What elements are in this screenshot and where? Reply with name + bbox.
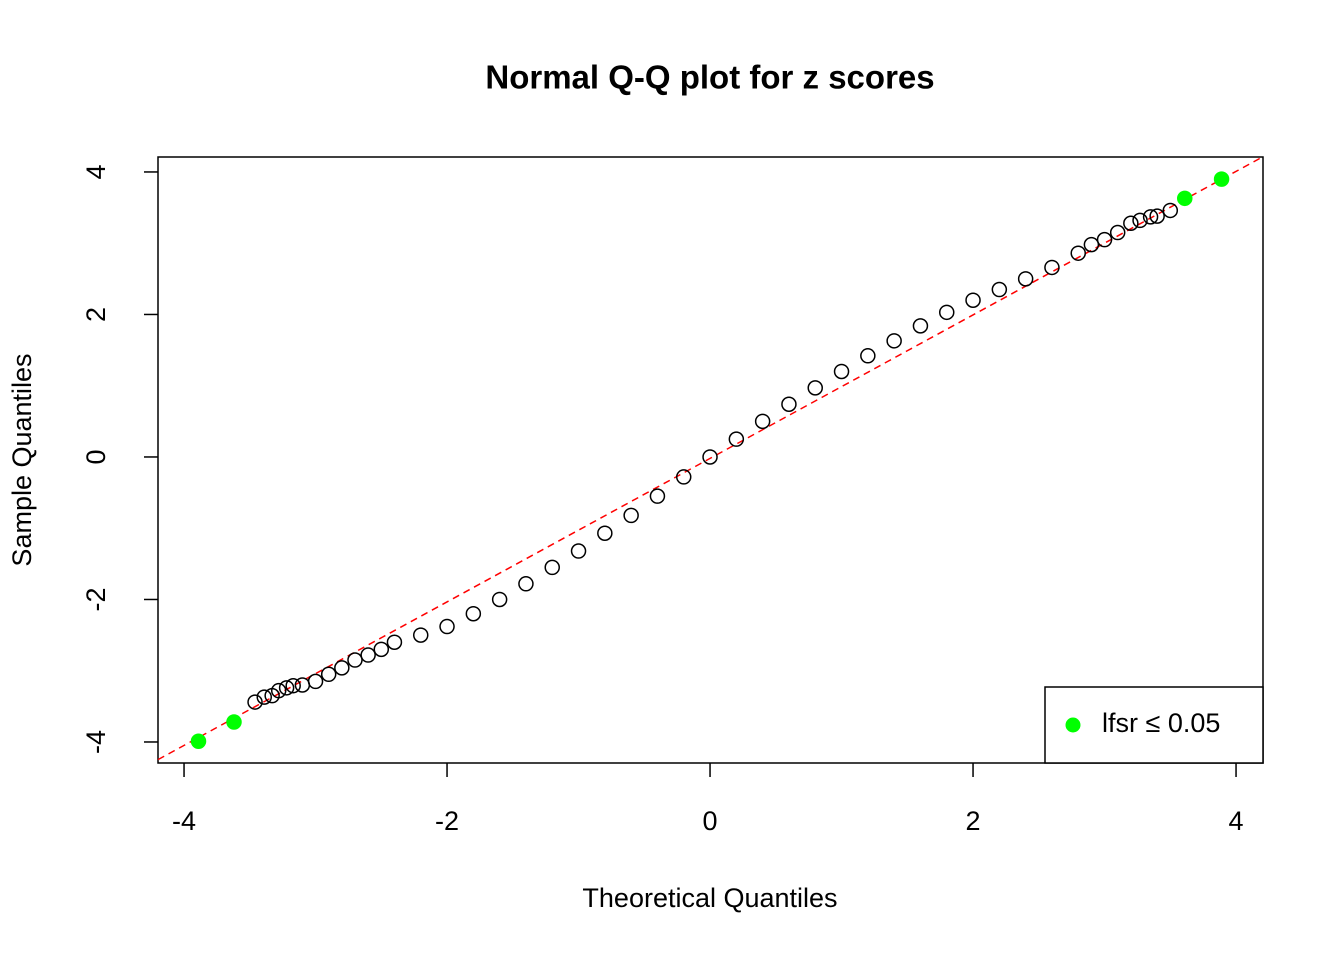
data-point xyxy=(360,647,376,663)
data-point xyxy=(807,380,823,396)
y-tick-label: -2 xyxy=(81,587,111,611)
data-point xyxy=(307,673,324,690)
reference-line xyxy=(157,156,1264,761)
data-point xyxy=(190,733,207,750)
y-axis-label: Sample Quantiles xyxy=(7,353,37,566)
data-point xyxy=(294,677,311,693)
data-point xyxy=(1142,209,1159,225)
data-point xyxy=(1070,245,1086,261)
y-tick-label: 2 xyxy=(81,307,111,322)
data-point xyxy=(570,543,587,559)
legend-symbol xyxy=(1065,717,1081,733)
data-point xyxy=(1123,215,1139,232)
data-point xyxy=(270,682,287,699)
y-tick-label: 0 xyxy=(81,449,111,464)
x-tick-label: 2 xyxy=(966,806,981,836)
data-point xyxy=(965,292,981,308)
data-point xyxy=(491,591,508,608)
data-point xyxy=(1132,212,1148,229)
x-tick-label: 0 xyxy=(703,806,718,836)
data-point xyxy=(226,714,242,730)
data-point xyxy=(439,618,455,635)
data-point xyxy=(285,677,301,694)
x-tick-label: -2 xyxy=(435,806,459,836)
data-point xyxy=(373,641,390,658)
x-axis-label: Theoretical Quantiles xyxy=(582,883,837,913)
y-tick-label: 4 xyxy=(81,164,111,179)
data-point xyxy=(465,605,482,622)
data-point xyxy=(912,318,929,334)
data-point xyxy=(518,576,534,592)
data-point xyxy=(347,652,363,668)
data-point xyxy=(247,694,263,710)
data-point xyxy=(938,304,955,321)
x-tick-label: 4 xyxy=(1229,806,1244,836)
data-point xyxy=(833,363,850,380)
data-point xyxy=(623,507,639,524)
data-point xyxy=(1096,231,1113,248)
legend-label: lfsr ≤ 0.05 xyxy=(1102,708,1220,738)
data-point xyxy=(1162,202,1179,219)
data-point xyxy=(386,634,403,650)
data-point xyxy=(886,333,902,349)
data-point xyxy=(702,449,718,465)
data-point xyxy=(1149,208,1165,224)
data-point xyxy=(278,680,295,696)
data-point xyxy=(334,660,350,676)
chart-title: Normal Q-Q plot for z scores xyxy=(485,59,934,96)
data-point xyxy=(597,525,613,541)
data-point xyxy=(1177,190,1193,207)
data-point xyxy=(754,413,771,430)
data-point xyxy=(991,281,1008,298)
data-point xyxy=(412,627,429,643)
data-point xyxy=(1044,259,1060,276)
data-point xyxy=(1017,271,1034,287)
legend-box xyxy=(1044,686,1264,764)
y-tick-label: -4 xyxy=(81,730,111,754)
data-point xyxy=(1213,171,1230,187)
data-point xyxy=(781,396,797,412)
data-point xyxy=(860,348,876,364)
data-point xyxy=(675,469,692,485)
data-point xyxy=(544,559,560,576)
data-point xyxy=(256,689,273,705)
data-point xyxy=(1109,224,1126,241)
x-tick-label: -4 xyxy=(172,806,196,836)
data-point xyxy=(649,488,666,504)
data-point xyxy=(320,666,337,683)
data-point xyxy=(1083,236,1100,253)
data-point xyxy=(728,431,745,447)
